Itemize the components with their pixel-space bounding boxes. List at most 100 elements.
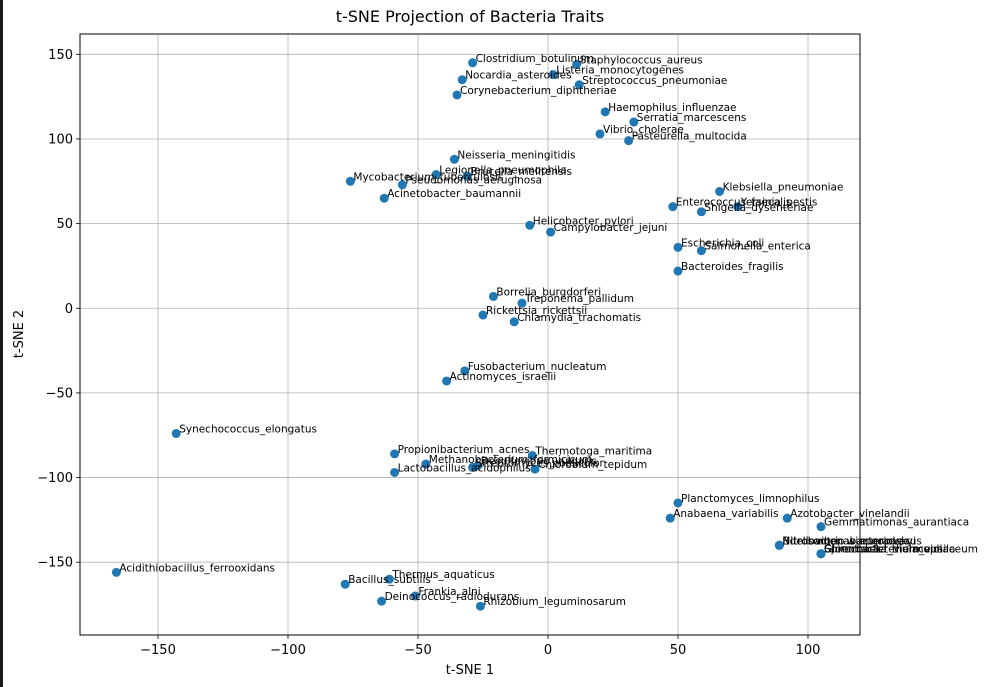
data-point-label: Nitrobacter_winogradskyi bbox=[782, 535, 915, 547]
data-point-label: Haemophilus_influenzae bbox=[608, 102, 736, 114]
data-point-label: Shigella_dysenteriae bbox=[704, 202, 813, 214]
data-point-label: Streptococcus_pneumoniae bbox=[582, 75, 727, 87]
data-point bbox=[390, 449, 400, 459]
data-point bbox=[340, 579, 350, 589]
window-edge bbox=[0, 0, 3, 687]
data-point bbox=[478, 310, 488, 320]
data-point bbox=[449, 154, 459, 164]
data-point-label: Thermotoga_maritima bbox=[534, 446, 652, 458]
data-point-label: Mycobacterium_tuberculosis bbox=[353, 171, 503, 183]
data-point bbox=[665, 513, 675, 523]
data-point bbox=[668, 202, 678, 212]
data-point-label: Acidithiobacillus_ferrooxidans bbox=[119, 562, 275, 574]
data-point-label: Frankia_alni bbox=[418, 586, 480, 598]
x-tick-label: −150 bbox=[140, 643, 176, 658]
chart-title: t-SNE Projection of Bacteria Traits bbox=[336, 7, 605, 26]
y-tick-label: −100 bbox=[37, 471, 73, 486]
data-points bbox=[111, 58, 826, 611]
data-point-label: Propionibacterium_acnes bbox=[398, 444, 530, 456]
data-point bbox=[629, 117, 639, 127]
data-point-label: Pasteurella_multocida bbox=[632, 131, 747, 143]
data-point-label: Treponema_pallidum bbox=[524, 293, 634, 305]
data-point-label: Gloeobacter_violaceus bbox=[824, 544, 943, 556]
data-point-label: Anabaena_variabilis bbox=[673, 508, 778, 520]
data-point bbox=[696, 207, 706, 217]
data-point bbox=[475, 601, 485, 611]
data-point-label: Spirochaeta_thermophila bbox=[824, 544, 956, 556]
data-point bbox=[546, 227, 556, 237]
x-tick-label: 100 bbox=[796, 643, 821, 658]
data-point-label: Desulfovibrio_vulgaris bbox=[481, 456, 597, 468]
x-tick-label: −50 bbox=[404, 643, 431, 658]
data-point bbox=[774, 540, 784, 550]
data-point bbox=[673, 242, 683, 252]
y-axis-ticks: −150 −100 −50 0 50 100 150 bbox=[37, 48, 80, 571]
x-axis-ticks: −150 −100 −50 0 50 100 bbox=[140, 635, 820, 658]
data-point-label: Bacillus_subtilis bbox=[348, 574, 431, 586]
data-point bbox=[696, 246, 706, 256]
data-point-label: Gemmatimonas_aurantiaca bbox=[824, 517, 969, 529]
data-point-label: Methanobacterium_formicicum bbox=[429, 454, 592, 466]
y-tick-label: 50 bbox=[56, 217, 73, 232]
data-point bbox=[379, 193, 389, 203]
point-labels: Clostridium_botulinumStaphylococcus_aure… bbox=[119, 53, 978, 608]
data-point bbox=[530, 464, 540, 474]
data-point-label: Clostridium_botulinum bbox=[476, 53, 594, 65]
data-point-label: Staphylococcus_aureus bbox=[580, 54, 703, 66]
data-point-label: Listeria_monocytogenes bbox=[556, 65, 684, 77]
data-point bbox=[673, 266, 683, 276]
data-point bbox=[517, 298, 527, 308]
data-point bbox=[782, 513, 792, 523]
y-axis-label: t-SNE 2 bbox=[12, 310, 27, 358]
data-point-label: Pseudomonas_aeruginosa bbox=[405, 175, 542, 187]
data-point-label: Borrelia_burgdorferi bbox=[496, 286, 601, 298]
data-point bbox=[574, 80, 584, 90]
data-point-label: Azotobacter_vinelandii bbox=[790, 508, 909, 520]
data-point bbox=[624, 136, 634, 146]
y-tick-label: 0 bbox=[65, 302, 73, 317]
data-point-label: Synechococcus_elongatus bbox=[179, 424, 317, 436]
data-point bbox=[468, 58, 478, 68]
data-point bbox=[460, 366, 470, 376]
data-point-label: Nitrosomonas_europaea bbox=[782, 535, 909, 547]
data-point-label: Corynebacterium_diphtheriae bbox=[460, 85, 616, 97]
data-point-label: Deinococcus_radiodurans bbox=[385, 591, 520, 603]
data-point-label: Planctomyces_limnophilus bbox=[681, 493, 819, 505]
data-point bbox=[111, 567, 121, 577]
data-point-label: Nocardia_asteroides bbox=[465, 70, 571, 82]
data-point bbox=[390, 467, 400, 477]
data-point bbox=[600, 107, 610, 117]
data-point bbox=[457, 75, 467, 85]
data-point bbox=[715, 186, 725, 196]
data-point-label: Thermus_aquaticus bbox=[391, 569, 494, 581]
data-point bbox=[733, 202, 743, 212]
data-point-label: Brucella_melitensis bbox=[470, 166, 572, 178]
x-tick-label: 0 bbox=[544, 643, 552, 658]
data-point bbox=[421, 459, 431, 469]
data-point bbox=[548, 70, 558, 80]
data-point-label: Rickettsia_rickettsii bbox=[486, 305, 587, 317]
data-point-label: Streptomyces_coelicolor bbox=[476, 457, 605, 469]
data-point bbox=[673, 498, 683, 508]
data-point bbox=[384, 574, 394, 584]
data-point-label: Chlorobium_tepidum bbox=[538, 459, 647, 471]
data-point-label: Klebsiella_pneumoniae bbox=[723, 181, 844, 193]
y-tick-label: −50 bbox=[46, 386, 73, 401]
data-point-label: Legionella_pneumophila bbox=[439, 165, 566, 177]
data-point bbox=[397, 180, 407, 190]
data-point-label: Fusobacterium_nucleatum bbox=[468, 361, 607, 373]
data-point-label: Bacteroides_fragilis bbox=[681, 261, 784, 273]
data-point bbox=[816, 522, 826, 532]
data-point-label: Enterococcus_faecalis bbox=[676, 197, 792, 209]
data-point-label: Campylobacter_jejuni bbox=[554, 222, 668, 234]
data-point bbox=[410, 591, 420, 601]
data-point-label: Yersinia_pestis bbox=[740, 197, 818, 209]
data-point bbox=[509, 317, 519, 327]
data-point bbox=[462, 171, 472, 181]
data-point-label: Lactobacillus_acidophilus bbox=[398, 462, 531, 474]
grid-lines bbox=[80, 34, 860, 635]
x-tick-label: 50 bbox=[670, 643, 687, 658]
data-point bbox=[816, 549, 826, 559]
data-point bbox=[595, 129, 605, 139]
